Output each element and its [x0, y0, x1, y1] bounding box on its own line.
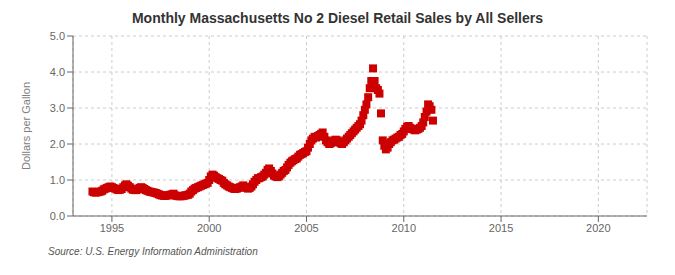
- html-text:Source: U.S. Energy Informatio: Source: U.S. Energy Information Administ…: [48, 246, 258, 257]
- html-text:Monthly Massachusetts No 2 Die: Monthly Massachusetts No 2 Diesel Retail…: [132, 10, 543, 26]
- svg-text:1.0: 1.0: [50, 174, 65, 186]
- svg-text:0.0: 0.0: [50, 210, 65, 222]
- svg-text:2005: 2005: [294, 222, 318, 234]
- svg-text:2.0: 2.0: [50, 138, 65, 150]
- svg-text:2015: 2015: [489, 222, 513, 234]
- svg-text:2000: 2000: [197, 222, 221, 234]
- svg-text:3.0: 3.0: [50, 102, 65, 114]
- svg-text:2010: 2010: [392, 222, 416, 234]
- svg-text:2020: 2020: [586, 222, 610, 234]
- svg-text:4.0: 4.0: [50, 66, 65, 78]
- svg-text:5.0: 5.0: [50, 30, 65, 42]
- svg-text:1995: 1995: [100, 222, 124, 234]
- svg-text:Dollars per Gallon: Dollars per Gallon: [20, 82, 32, 170]
